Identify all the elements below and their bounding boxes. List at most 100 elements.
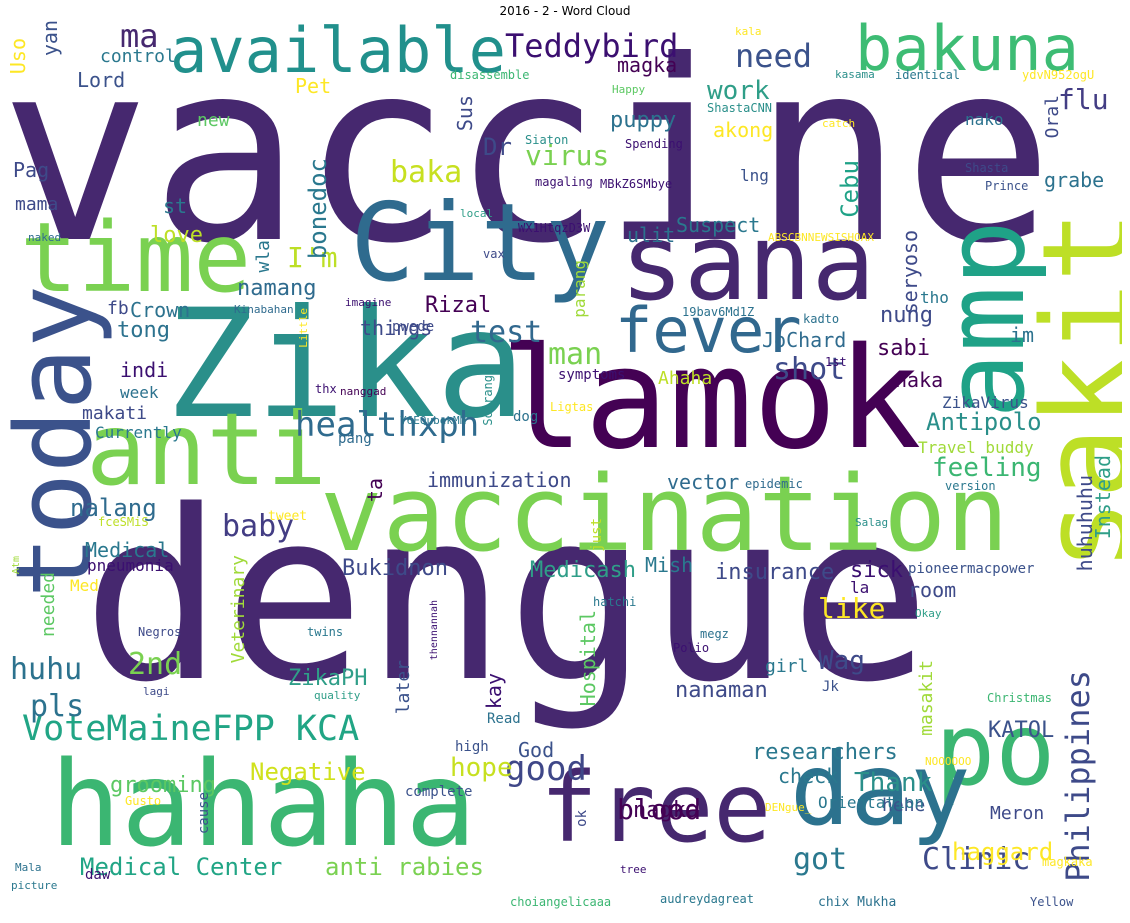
cloud-word: la	[850, 578, 870, 597]
cloud-word: Antipolo	[926, 408, 1042, 436]
cloud-word: fb	[107, 298, 129, 319]
cloud-word: Ligtas	[550, 400, 594, 414]
cloud-word: Orientation	[818, 793, 924, 812]
cloud-word: Veterinary	[228, 555, 249, 664]
cloud-word: VoteMaineFPP KCA	[22, 709, 360, 749]
cloud-word: feeling	[932, 453, 1042, 483]
cloud-word: namang	[237, 276, 317, 301]
cloud-word: kay	[482, 673, 506, 710]
cloud-word: nanggad	[340, 385, 387, 398]
cloud-word: vector	[667, 470, 740, 494]
cloud-word: naka	[895, 368, 944, 392]
cloud-word: pwede	[392, 319, 435, 335]
cloud-word: wla	[253, 240, 274, 273]
cloud-word: sana	[620, 201, 876, 324]
cloud-word: just	[589, 518, 605, 552]
cloud-word: yan	[38, 20, 62, 57]
cloud-word: anti rabies	[325, 853, 484, 881]
cloud-word: Happy	[612, 83, 646, 96]
cloud-word: baka	[390, 155, 463, 190]
cloud-word: chix Mukha	[818, 895, 897, 910]
cloud-word: Meron	[990, 803, 1045, 824]
cloud-word: identical	[895, 68, 961, 82]
cloud-word: grabe	[1044, 168, 1105, 192]
cloud-word: Salag	[855, 516, 889, 529]
cloud-word: Medical Center	[80, 853, 283, 881]
cloud-word: 1st	[825, 355, 847, 369]
cloud-word: sick	[850, 558, 903, 583]
cloud-word: ShastaCNN	[707, 101, 773, 115]
cloud-word: Thank	[854, 768, 933, 798]
cloud-word: quality	[314, 689, 361, 702]
cloud-word: hahaha	[50, 735, 477, 873]
cloud-word: good	[505, 749, 587, 789]
cloud-word: ZikaPH	[288, 666, 368, 691]
cloud-word: virus	[525, 139, 610, 172]
cloud-word: Read	[487, 711, 521, 727]
cloud-word: Rizal	[425, 293, 492, 318]
cloud-word: Medical	[85, 538, 170, 562]
cloud-word: man	[548, 337, 603, 372]
cloud-word: fceSMiS	[98, 515, 149, 529]
cloud-word: insurance	[715, 560, 835, 585]
cloud-word: akong	[713, 118, 774, 142]
cloud-word: Dr	[483, 133, 512, 161]
cloud-word: nagka	[633, 798, 700, 823]
cloud-word: lng	[740, 166, 769, 185]
cloud-word: nung	[880, 303, 933, 328]
cloud-word: Philippines	[1059, 670, 1097, 882]
cloud-word: needed	[38, 572, 59, 638]
cloud-word: nalang	[70, 494, 157, 522]
cloud-word: huhu	[10, 652, 83, 687]
cloud-word: Shasta	[965, 161, 1009, 175]
cloud-word: audreydagreat	[660, 892, 754, 906]
cloud-word: test	[470, 315, 543, 350]
cloud-word: ydvN952ogU	[1022, 68, 1095, 82]
cloud-word: new	[197, 110, 230, 131]
cloud-word: baby	[222, 509, 295, 544]
cloud-word: Teddybird	[505, 27, 679, 65]
cloud-word: Christmas	[987, 691, 1053, 705]
cloud-word: Prince	[985, 179, 1029, 193]
cloud-word: daw	[85, 867, 111, 883]
cloud-word: ZikaVirus	[942, 393, 1029, 412]
cloud-word: im	[1010, 323, 1035, 347]
cloud-word: Uso	[8, 38, 30, 75]
cloud-word: time	[20, 202, 252, 314]
cloud-word: kadto	[803, 312, 840, 326]
cloud-word: NOOOOOO	[925, 755, 972, 768]
cloud-word: Travel buddy	[918, 438, 1034, 457]
cloud-word: po	[935, 691, 1056, 808]
cloud-word: KATOL	[988, 718, 1055, 743]
cloud-word: JoChard	[762, 328, 847, 352]
cloud-word: Pag	[13, 158, 50, 182]
cloud-word: shot	[773, 352, 846, 387]
cloud-word: lamok	[500, 318, 922, 481]
cloud-word: tong	[117, 318, 170, 343]
cloud-word: huhuhuhu	[1073, 475, 1097, 572]
cloud-word: ta	[363, 478, 387, 503]
cloud-word: puppy	[610, 108, 677, 133]
cloud-word: hatchi	[593, 595, 637, 609]
cloud-word: nako	[965, 110, 1004, 129]
cloud-word: picture	[11, 879, 58, 892]
cloud-word: room	[908, 578, 957, 602]
cloud-word: Medicash	[530, 558, 636, 583]
cloud-word: twins	[307, 625, 344, 639]
cloud-word: check	[778, 764, 839, 788]
cloud-word: Kinabahan	[234, 303, 294, 316]
cloud-word: Sobrang	[481, 375, 495, 426]
cloud-word: seryoso	[898, 230, 922, 315]
cloud-word: researchers	[752, 740, 898, 765]
cloud-word: 2nd	[128, 647, 183, 682]
cloud-word: naked	[28, 231, 62, 244]
cloud-word: anti	[86, 391, 327, 508]
cloud-word: Sus	[453, 95, 477, 132]
cloud-word: flu	[1058, 83, 1109, 116]
cloud-word: symptoms	[558, 367, 626, 383]
cloud-word: Negros	[138, 625, 182, 639]
cloud-word: magka	[617, 53, 678, 77]
cloud-word: 19bav6Md1Z	[682, 305, 755, 319]
cloud-word: Lord	[77, 68, 126, 92]
cloud-word: Y6EQubekMN	[400, 414, 467, 427]
